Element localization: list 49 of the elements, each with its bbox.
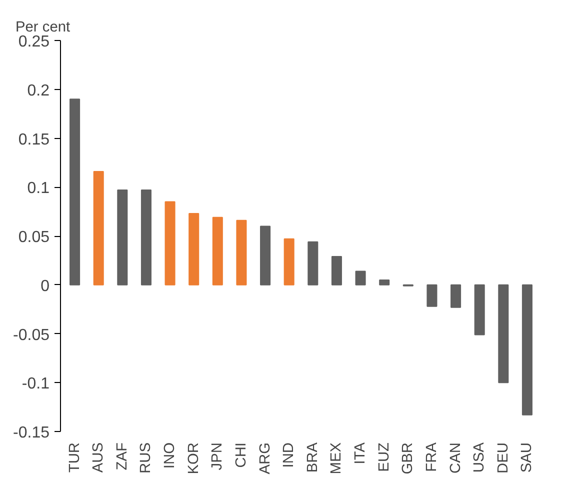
bar (260, 226, 271, 286)
bar (355, 270, 366, 286)
x-tick-label: TUR (66, 442, 83, 473)
bar (93, 170, 104, 286)
x-tick-label: CHI (233, 442, 250, 468)
bar (117, 190, 128, 286)
bar (498, 284, 509, 384)
bar (164, 201, 176, 286)
bar (140, 190, 152, 286)
x-tick-label: KOR (186, 442, 202, 474)
x-tick-label: RUS (138, 442, 154, 474)
x-tick-label: AUS (90, 442, 107, 473)
bar (284, 238, 294, 286)
y-tick-label: -0.1 (22, 376, 50, 393)
x-tick-label: JPN (210, 442, 226, 470)
x-tick-label: USA (472, 442, 488, 473)
y-tick-label: 0.2 (27, 82, 50, 100)
y-tick-label: 0.05 (18, 229, 50, 246)
bar (212, 216, 223, 286)
x-tick-label: ITA (352, 442, 369, 464)
x-tick-label: FRA (424, 442, 440, 472)
y-axis-title: Per cent (16, 20, 70, 36)
bar (522, 284, 532, 416)
y-tick-label: 0.15 (18, 131, 50, 148)
x-tick-label: INO (162, 442, 178, 469)
bar (188, 213, 200, 286)
x-tick-label: IND (281, 442, 298, 468)
x-tick-label: SAU (519, 442, 536, 473)
y-tick-label: 0 (40, 278, 50, 295)
bar (331, 256, 342, 286)
x-tick-label: EUZ (376, 442, 392, 472)
y-tick-label: -0.15 (13, 424, 50, 442)
y-tick-label: -0.05 (13, 326, 50, 344)
x-tick-label: MEX (328, 442, 345, 474)
y-tick-label: 0.1 (27, 180, 50, 198)
x-tick-label: ZAF (114, 442, 130, 470)
x-tick-label: DEU (495, 442, 512, 474)
bar (236, 220, 247, 286)
y-tick-label: 0.25 (18, 34, 50, 50)
bar (450, 284, 462, 308)
x-tick-label: ARG (257, 442, 274, 474)
bar (70, 98, 80, 286)
bar (474, 284, 485, 336)
x-tick-label: GBR (400, 442, 416, 474)
x-tick-label: BRA (304, 442, 321, 473)
bar (379, 279, 390, 286)
bar (308, 241, 318, 286)
bar (426, 284, 438, 307)
x-tick-label: CAN (448, 442, 464, 474)
